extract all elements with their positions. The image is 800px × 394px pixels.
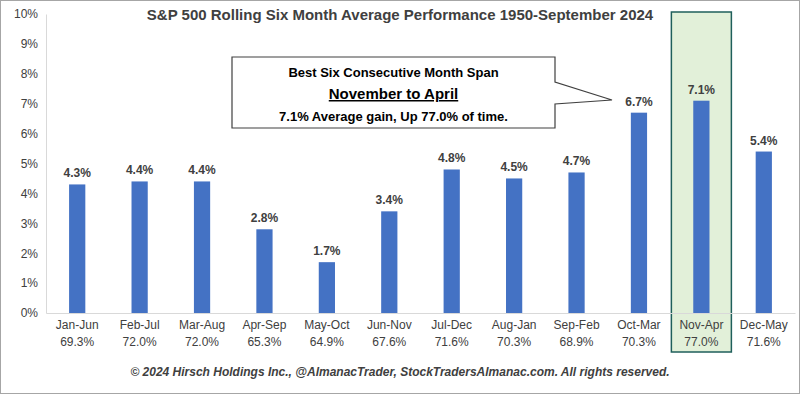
y-tick: 9% bbox=[21, 37, 46, 51]
category-sublabel: 70.3% bbox=[622, 335, 656, 349]
bar bbox=[756, 152, 772, 313]
category-sublabel: 67.6% bbox=[372, 335, 406, 349]
x-tick: Feb-Jul bbox=[120, 313, 160, 332]
x-tick-label: Jul-Dec bbox=[431, 318, 472, 332]
x-tick: May-Oct bbox=[304, 313, 350, 332]
x-tick: Aug-Jan bbox=[492, 313, 537, 332]
category-sublabel: 65.3% bbox=[247, 335, 281, 349]
callout: Best Six Consecutive Month Span November … bbox=[232, 57, 612, 128]
x-tick-label: Sep-Feb bbox=[554, 318, 600, 332]
y-tick: 4% bbox=[21, 187, 46, 201]
x-tick: Mar-Aug bbox=[179, 313, 225, 332]
y-tick: 7% bbox=[21, 97, 46, 111]
bar bbox=[444, 169, 460, 313]
data-label: 4.4% bbox=[126, 163, 154, 177]
x-tick-label: May-Oct bbox=[304, 318, 350, 332]
y-tick-label: 8% bbox=[21, 67, 39, 81]
data-label: 4.4% bbox=[188, 163, 216, 177]
y-tick: 8% bbox=[21, 67, 46, 81]
x-tick-label: Mar-Aug bbox=[179, 318, 225, 332]
bar bbox=[69, 184, 85, 313]
category-sublabel: 64.9% bbox=[310, 335, 344, 349]
bar bbox=[506, 178, 522, 313]
y-tick-label: 0% bbox=[21, 306, 39, 320]
bar bbox=[381, 211, 397, 313]
y-tick-label: 4% bbox=[21, 187, 39, 201]
y-tick-label: 3% bbox=[21, 217, 39, 231]
y-axis: 0% 1% 2% 3% 4% 5% 6% 7% 8% 9% 10% bbox=[14, 7, 47, 320]
bar bbox=[319, 262, 335, 313]
x-tick-label: Jun-Nov bbox=[367, 318, 412, 332]
bar bbox=[194, 181, 210, 313]
y-tick-label: 7% bbox=[21, 97, 39, 111]
highlight-box bbox=[671, 12, 731, 352]
bar bbox=[256, 229, 272, 313]
bars bbox=[69, 101, 772, 313]
bar bbox=[568, 172, 584, 313]
y-tick-label: 6% bbox=[21, 127, 39, 141]
category-sublabel: 68.9% bbox=[560, 335, 594, 349]
footer: © 2024 Hirsch Holdings Inc., @AlmanacTra… bbox=[130, 365, 669, 379]
chart-frame bbox=[1, 1, 800, 394]
callout-box bbox=[232, 57, 612, 128]
x-tick: Sep-Feb bbox=[554, 313, 600, 332]
callout-text: November to April bbox=[329, 85, 458, 102]
callout-text: 7.1% Average gain, Up 77.0% of time. bbox=[279, 109, 508, 124]
y-axis-line bbox=[46, 15, 47, 314]
x-tick-label: Oct-Mar bbox=[617, 318, 660, 332]
data-label: 5.4% bbox=[750, 134, 778, 148]
x-tick-label: Feb-Jul bbox=[120, 318, 160, 332]
y-tick: 3% bbox=[21, 217, 46, 231]
x-axis: Jan-Jun Feb-Jul Mar-Aug Apr-Sep May-Oct Jun-N… bbox=[47, 313, 796, 332]
y-tick-label: 10% bbox=[14, 7, 38, 21]
data-label: 7.1% bbox=[688, 83, 716, 97]
x-tick-label: Jan-Jun bbox=[56, 318, 99, 332]
y-tick: 2% bbox=[21, 247, 46, 261]
category-sublabel: 71.6% bbox=[435, 335, 469, 349]
y-tick-label: 1% bbox=[21, 276, 39, 290]
x-axis-line bbox=[47, 313, 796, 314]
bar bbox=[693, 101, 709, 313]
y-tick-label: 2% bbox=[21, 247, 39, 261]
x-tick: Jan-Jun bbox=[56, 313, 99, 332]
y-tick: 0% bbox=[21, 306, 46, 320]
data-label: 4.5% bbox=[500, 160, 528, 174]
category-sublabel: 69.3% bbox=[60, 335, 94, 349]
chart-title: S&P 500 Rolling Six Month Average Perfor… bbox=[147, 6, 654, 23]
x-tick-label: Dec-May bbox=[740, 318, 788, 332]
data-label: 4.3% bbox=[64, 166, 92, 180]
x-tick: Apr-Sep bbox=[242, 313, 286, 332]
x-tick-label: Apr-Sep bbox=[242, 318, 286, 332]
y-tick: 5% bbox=[21, 157, 46, 171]
chart: S&P 500 Rolling Six Month Average Perfor… bbox=[0, 0, 800, 394]
data-label: 1.7% bbox=[313, 244, 341, 258]
bar bbox=[132, 181, 148, 313]
category-sublabels: 69.3% 72.0% 72.0% 65.3% 64.9% 67.6% 71.6% 70.3%… bbox=[60, 335, 781, 349]
data-label: 2.8% bbox=[251, 211, 279, 225]
y-tick: 6% bbox=[21, 127, 46, 141]
callout-text: Best Six Consecutive Month Span bbox=[288, 65, 498, 80]
category-sublabel: 77.0% bbox=[684, 335, 718, 349]
x-tick-label: Nov-Apr bbox=[679, 318, 723, 332]
x-tick: Oct-Mar bbox=[617, 313, 660, 332]
y-tick: 10% bbox=[14, 7, 46, 21]
data-labels: 4.3% 4.4% 4.4% 2.8% 1.7% 3.4% 4.8% 4.5% 4.7% 6.7%… bbox=[64, 83, 778, 258]
x-tick: Nov-Apr bbox=[679, 313, 723, 332]
x-tick: Jun-Nov bbox=[367, 313, 412, 332]
data-label: 4.8% bbox=[438, 151, 466, 165]
y-tick-label: 5% bbox=[21, 157, 39, 171]
category-sublabel: 71.6% bbox=[747, 335, 781, 349]
category-sublabel: 72.0% bbox=[123, 335, 157, 349]
data-label: 4.7% bbox=[563, 154, 591, 168]
y-tick: 1% bbox=[21, 276, 46, 290]
data-label: 6.7% bbox=[625, 95, 653, 109]
category-sublabel: 72.0% bbox=[185, 335, 219, 349]
data-label: 3.4% bbox=[376, 193, 404, 207]
category-sublabel: 70.3% bbox=[497, 335, 531, 349]
bar bbox=[631, 113, 647, 313]
y-tick-label: 9% bbox=[21, 37, 39, 51]
x-tick-label: Aug-Jan bbox=[492, 318, 537, 332]
x-tick: Dec-May bbox=[740, 313, 788, 332]
x-tick: Jul-Dec bbox=[431, 313, 472, 332]
